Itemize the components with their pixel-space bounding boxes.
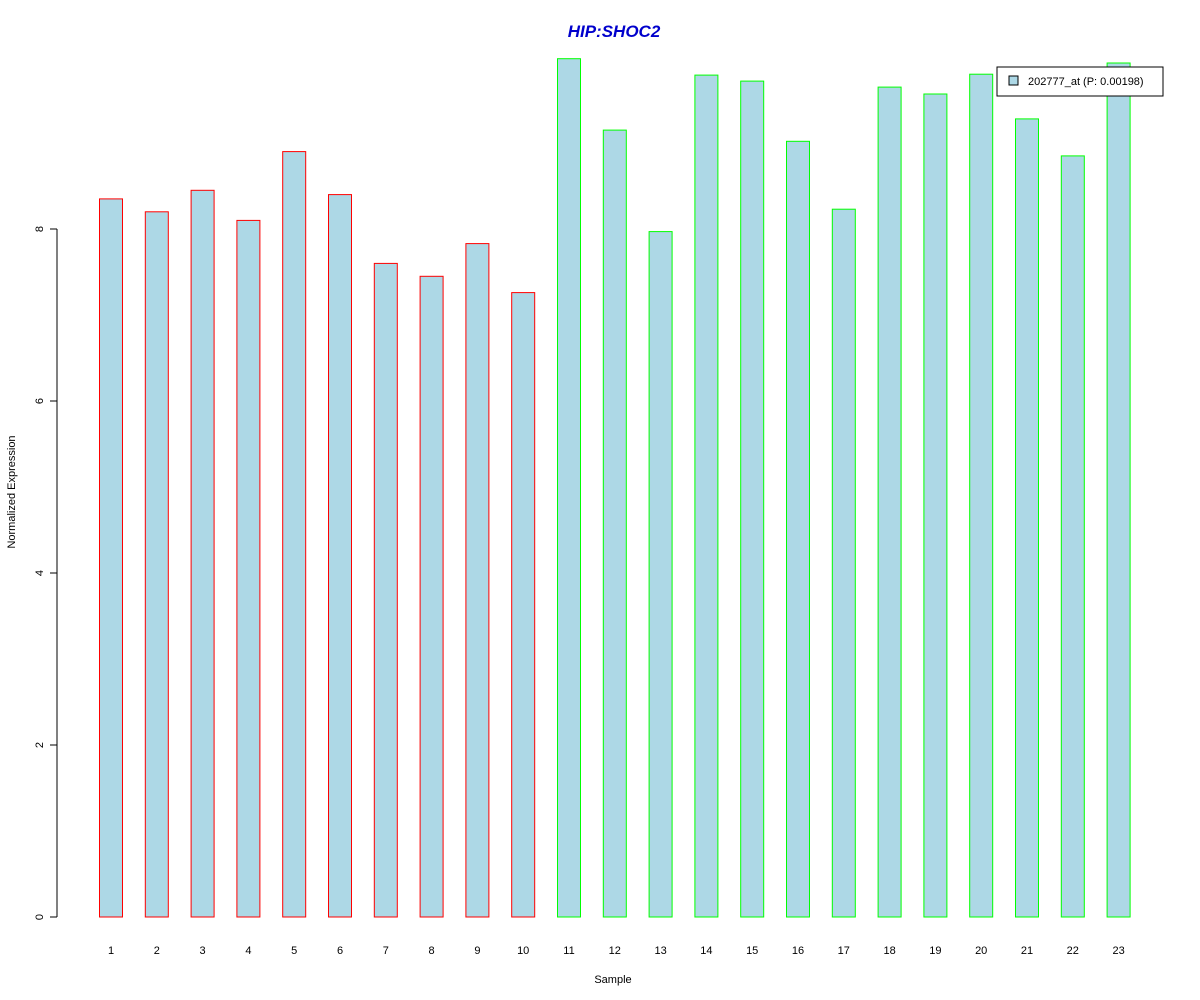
x-tick-label: 18 [883,945,895,957]
bar-sample-3 [190,189,215,918]
bar-sample-15 [740,80,765,918]
x-tick-label: 14 [700,945,712,957]
bar-sample-5 [282,151,307,918]
y-tick-label: 4 [34,570,46,576]
x-tick-label: 22 [1067,945,1079,957]
bar-sample-11 [557,58,581,918]
x-tick-label: 17 [838,945,850,957]
x-tick-label: 15 [746,945,758,957]
x-tick-label: 12 [609,945,621,957]
bar-sample-7 [373,262,398,918]
x-tick-label: 16 [792,945,804,957]
y-tick-label: 6 [34,398,46,404]
x-tick-label: 1 [108,945,114,957]
bar-sample-13 [648,231,673,918]
bar-sample-2 [144,211,169,918]
x-tick-label: 4 [245,945,251,957]
bar-sample-18 [877,86,902,918]
bar-sample-9 [465,243,490,918]
y-tick-label: 0 [34,914,46,920]
legend-swatch [1008,75,1019,86]
x-tick-label: 6 [337,945,343,957]
x-tick-label: 13 [654,945,666,957]
x-tick-label: 10 [517,945,529,957]
x-tick-label: 20 [975,945,987,957]
bar-sample-22 [1060,155,1085,918]
bar-sample-12 [602,129,627,918]
bar-sample-14 [694,74,719,918]
bar-sample-6 [328,194,352,918]
y-tick-label: 2 [34,742,46,748]
bar-sample-20 [969,73,994,918]
x-tick-labels: 1 2 3 4 5 6 7 8 9 10 11 12 13 14 15 16 17 18 19 20 21 22 23 [108,945,1125,957]
x-tick-label: 19 [929,945,941,957]
legend: 202777_at (P: 0.00198) [996,66,1164,97]
y-tick-label: 8 [34,226,46,232]
y-axis-label: Normalized Expression [6,435,18,548]
x-tick-label: 3 [200,945,206,957]
y-axis: 0 2 4 6 8 [34,226,58,920]
x-tick-label: 7 [383,945,389,957]
x-tick-label: 8 [429,945,435,957]
chart-title: HIP:SHOC2 [568,22,661,41]
bars-group [99,58,1131,918]
x-tick-label: 9 [474,945,480,957]
bar-sample-10 [511,292,536,918]
x-tick-label: 5 [291,945,297,957]
x-axis-label: Sample [594,974,631,986]
bar-sample-16 [786,140,810,918]
bar-sample-23 [1106,62,1131,918]
bar-sample-4 [236,219,261,918]
x-tick-label: 21 [1021,945,1033,957]
bar-sample-1 [99,198,123,918]
x-tick-label: 2 [154,945,160,957]
legend-entry-label: 202777_at (P: 0.00198) [1028,76,1144,88]
legend-box [996,66,1164,97]
bar-sample-17 [831,208,856,918]
bar-sample-8 [419,275,444,918]
x-tick-label: 23 [1112,945,1124,957]
x-tick-label: 11 [563,945,574,957]
bar-sample-21 [1015,118,1039,918]
bar-sample-19 [923,93,948,918]
